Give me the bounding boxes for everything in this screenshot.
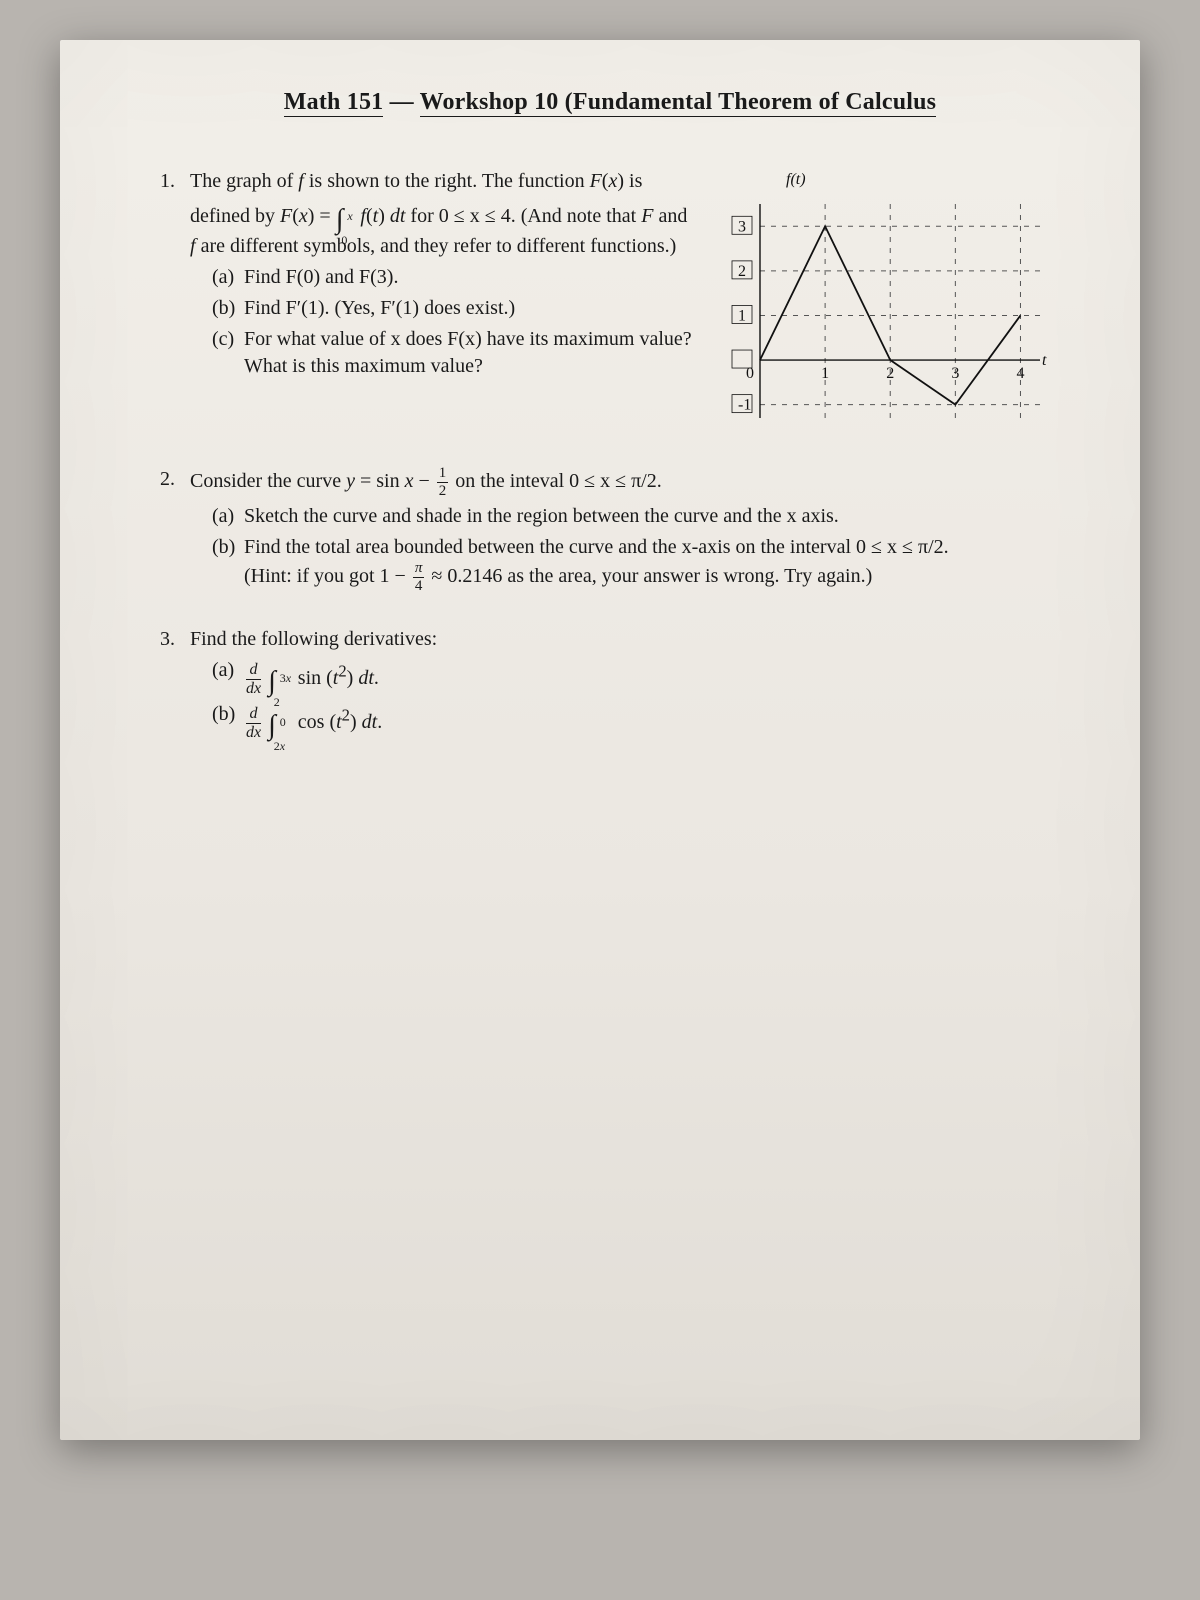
svg-text:0: 0	[746, 365, 754, 382]
q1c-label: (c)	[212, 326, 244, 380]
q2b-a: Find the total area bounded between the …	[244, 536, 949, 558]
q2a-label: (a)	[212, 503, 244, 530]
q2-number: 2.	[160, 466, 190, 598]
q1-intro-b: is shown to the right. The function	[309, 170, 590, 192]
svg-text:4: 4	[1016, 365, 1024, 382]
svg-text:2: 2	[886, 365, 894, 382]
q3b-text: ddx ∫2x0 cos (t2) dt.	[244, 701, 382, 741]
content: Math 151 — Workshop 10 (Fundamental Theo…	[60, 40, 1140, 813]
q3-text: Find the following derivatives: (a) ddx …	[190, 626, 1060, 745]
q1b-label: (b)	[212, 295, 244, 322]
q2-intro-b: on the inteval 0 ≤ x ≤ π/2.	[455, 470, 661, 492]
svg-text:f(t): f(t)	[786, 171, 806, 188]
q1-text: The graph of f is shown to the right. Th…	[190, 168, 696, 384]
q3a-text: ddx ∫23x sin (t2) dt.	[244, 657, 379, 697]
svg-text:1: 1	[738, 308, 746, 325]
q3-intro: Find the following derivatives:	[190, 628, 437, 650]
q2-text: Consider the curve y = sin x − 12 on the…	[190, 466, 1060, 598]
title-sep: —	[390, 89, 414, 115]
ft-graph: 0 1 2 3 4 -1 1 2 3 f(t) t	[720, 168, 1060, 438]
svg-text:3: 3	[951, 365, 959, 382]
question-1-block: 1. The graph of f is shown to the right.…	[160, 168, 1060, 438]
page-title: Math 151 — Workshop 10 (Fundamental Theo…	[160, 86, 1060, 118]
q1-intro-e: and	[658, 205, 687, 227]
worksheet-page: Math 151 — Workshop 10 (Fundamental Theo…	[60, 40, 1140, 1440]
q1a-text: Find F(0) and F(3).	[244, 264, 398, 291]
q1-intro-f: are different symbols, and they refer to…	[201, 235, 677, 257]
q3-number: 3.	[160, 626, 190, 745]
svg-text:2: 2	[738, 263, 746, 280]
q2b-label: (b)	[212, 534, 244, 594]
q3b-label: (b)	[212, 701, 244, 741]
svg-text:3: 3	[738, 219, 746, 236]
q1c-text: For what value of x does F(x) have its m…	[244, 326, 696, 380]
course-code: Math 151	[284, 89, 384, 117]
workshop-title: Workshop 10 (Fundamental Theorem of Calc…	[420, 89, 937, 117]
svg-text:1: 1	[821, 365, 829, 382]
q2b-b: (Hint: if you got 1 −	[244, 565, 411, 587]
svg-text:-1: -1	[738, 397, 751, 414]
question-2-block: 2. Consider the curve y = sin x − 12 on …	[160, 466, 1060, 598]
q1-intro-d: for 0 ≤ x ≤ 4. (And note that	[410, 205, 641, 227]
svg-text:t: t	[1042, 352, 1047, 369]
q1-number: 1.	[160, 168, 190, 384]
q2b-c: ≈ 0.2146 as the area, your answer is wro…	[431, 565, 872, 587]
figure-ft: 0 1 2 3 4 -1 1 2 3 f(t) t	[720, 168, 1060, 438]
question-3-block: 3. Find the following derivatives: (a) d…	[160, 626, 1060, 745]
q1-intro-a: The graph of	[190, 170, 298, 192]
q1a-label: (a)	[212, 264, 244, 291]
q2b-text: Find the total area bounded between the …	[244, 534, 949, 594]
q2a-text: Sketch the curve and shade in the region…	[244, 503, 839, 530]
q3a-label: (a)	[212, 657, 244, 697]
q1b-text: Find F′(1). (Yes, F′(1) does exist.)	[244, 295, 515, 322]
q2-intro-a: Consider the curve	[190, 470, 346, 492]
